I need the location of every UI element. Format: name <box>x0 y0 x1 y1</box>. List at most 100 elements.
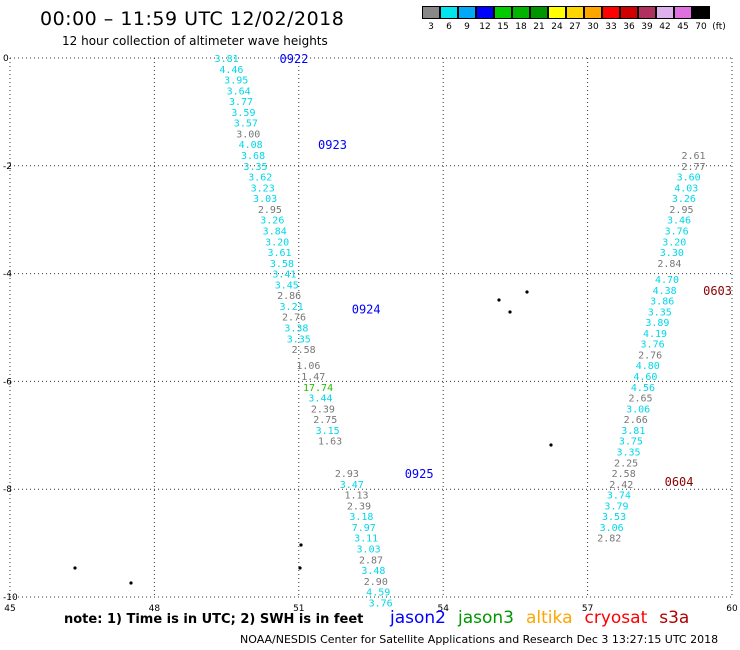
wave-height-point: 3.59 <box>231 108 255 119</box>
color-scale: 3 6 9 12 15 18 21 24 27 30 33 36 39 42 45 70 (ft) <box>422 6 728 32</box>
color-scale-label: 39 <box>641 22 653 32</box>
wave-height-point: 7.97 <box>352 523 376 534</box>
color-scale-swatch <box>692 6 710 19</box>
wave-height-point: 3.26 <box>672 194 696 205</box>
color-scale-swatch <box>566 6 584 19</box>
color-scale-swatch <box>656 6 674 19</box>
wave-height-point: 3.35 <box>287 334 311 345</box>
color-scale-label: 9 <box>464 22 470 32</box>
satellite-legend: jason2 jason3 altika cryosat s3a <box>390 608 701 628</box>
wave-height-point: 3.18 <box>349 512 373 523</box>
legend-item-s3a: s3a <box>659 608 690 628</box>
wave-height-point: 3.38 <box>284 324 308 335</box>
color-scale-label: 18 <box>515 22 527 32</box>
color-scale-swatch <box>422 6 440 19</box>
pass-time-label: 0924 <box>352 303 381 317</box>
color-scale-label: 12 <box>479 22 491 32</box>
wave-height-point: 3.44 <box>308 394 332 405</box>
wave-height-point: 2.95 <box>669 205 693 216</box>
wave-height-point: 4.38 <box>653 286 677 297</box>
land-outline <box>299 543 303 547</box>
y-tick-label: -4 <box>3 270 12 280</box>
wave-height-point: 4.03 <box>674 183 698 194</box>
wave-height-point: 4.59 <box>366 588 390 599</box>
color-scale-label: 21 <box>533 22 545 32</box>
legend-item-jason3: jason3 <box>458 608 514 628</box>
y-tick-label: -10 <box>3 593 18 603</box>
color-scale-label: 15 <box>497 22 509 32</box>
wave-height-point: 1.13 <box>345 491 369 502</box>
wave-height-point: 2.82 <box>597 534 621 545</box>
wave-height-point: 3.81 <box>621 426 645 437</box>
wave-height-point: 3.53 <box>602 512 626 523</box>
wave-height-point: 3.75 <box>619 437 643 448</box>
wave-height-point: 2.93 <box>335 469 359 480</box>
wave-height-point: 3.47 <box>340 480 364 491</box>
color-scale-label: 42 <box>659 22 671 32</box>
pass-time-label: 0604 <box>665 475 694 489</box>
wave-height-point: 2.90 <box>364 577 388 588</box>
wave-height-point: 2.39 <box>347 501 371 512</box>
y-tick-label: -6 <box>3 377 12 387</box>
y-tick-label: -8 <box>3 485 12 495</box>
color-scale-label: 27 <box>569 22 581 32</box>
wave-height-point: 3.76 <box>369 598 393 609</box>
y-tick-label: -2 <box>3 162 12 172</box>
wave-height-point: 2.87 <box>359 555 383 566</box>
wave-height-point: 3.79 <box>604 501 628 512</box>
land-outline <box>298 566 302 570</box>
chart-title: 00:00 – 11:59 UTC 12/02/2018 <box>40 8 345 30</box>
wave-height-point: 3.06 <box>626 404 650 415</box>
wave-height-point: 3.76 <box>665 226 689 237</box>
wave-height-point: 3.00 <box>236 129 260 140</box>
color-scale-label: 36 <box>623 22 635 32</box>
wave-height-point: 3.03 <box>253 194 277 205</box>
legend-item-altika: altika <box>526 608 573 628</box>
legend-item-jason2: jason2 <box>390 608 446 628</box>
land-outline <box>525 290 529 294</box>
wave-height-point: 3.23 <box>251 183 275 194</box>
color-scale-label: 70 <box>695 22 707 32</box>
wave-height-point: 3.26 <box>260 216 284 227</box>
color-scale-swatch <box>548 6 566 19</box>
wave-height-point: 2.76 <box>282 313 306 324</box>
wave-height-point: 3.20 <box>265 237 289 248</box>
wave-height-point: 3.35 <box>616 447 640 458</box>
wave-height-point: 3.68 <box>241 151 265 162</box>
land-outline <box>129 581 133 585</box>
color-scale-label: 24 <box>551 22 563 32</box>
x-tick-label: 48 <box>149 604 161 614</box>
color-scale-label: 6 <box>446 22 452 32</box>
wave-height-point: 3.74 <box>607 491 631 502</box>
pass-time-label: 0925 <box>405 467 434 481</box>
wave-height-point: 3.62 <box>248 173 272 184</box>
pass-time-label: 0922 <box>280 52 309 66</box>
wave-height-point: 3.35 <box>243 162 267 173</box>
wave-height-point: 3.60 <box>677 173 701 184</box>
footer-credit: NOAA/NESDIS Center for Satellite Applica… <box>240 633 719 646</box>
wave-height-point: 3.03 <box>357 544 381 555</box>
color-scale-swatch <box>494 6 512 19</box>
color-scale-swatch <box>638 6 656 19</box>
color-scale-boxes <box>422 6 728 19</box>
land-outline <box>508 310 512 314</box>
wave-height-point: 4.60 <box>633 372 657 383</box>
wave-height-point: 2.58 <box>612 469 636 480</box>
pass-time-label: 0603 <box>703 284 732 298</box>
wave-height-point: 2.61 <box>681 151 705 162</box>
note-text: note: 1) Time is in UTC; 2) SWH is in fe… <box>64 612 364 627</box>
wave-height-point: 4.19 <box>643 329 667 340</box>
wave-height-point: 3.20 <box>662 237 686 248</box>
pass-time-label: 0923 <box>318 138 347 152</box>
wave-height-point: 4.56 <box>631 383 655 394</box>
color-scale-label: 30 <box>587 22 599 32</box>
wave-height-point: 2.77 <box>681 162 705 173</box>
wave-height-point: 3.81 <box>215 54 239 65</box>
color-scale-label: 45 <box>677 22 689 32</box>
color-scale-swatch <box>458 6 476 19</box>
x-tick-label: 45 <box>4 604 15 614</box>
wave-height-point: 3.48 <box>361 566 385 577</box>
wave-height-point: 2.86 <box>277 291 301 302</box>
wave-height-point: 1.47 <box>301 372 325 383</box>
color-scale-swatch <box>620 6 638 19</box>
